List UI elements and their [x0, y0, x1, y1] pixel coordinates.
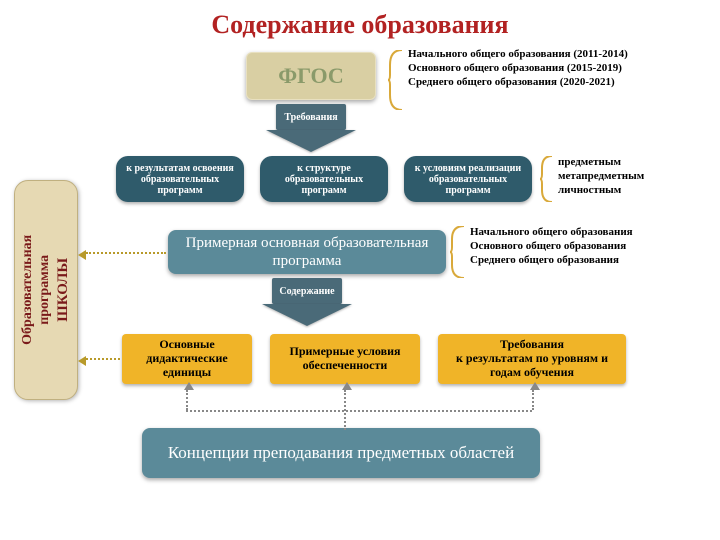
sidebar-school-program: Образовательная программа ШКОЛЫ	[14, 180, 78, 400]
arrow-to-sidebar	[86, 252, 166, 254]
content-conditions: Примерные условия обеспеченности	[270, 334, 420, 384]
requirements-row: к результатам освоения образовательных п…	[116, 156, 532, 202]
arrow-label: Требования	[276, 104, 346, 130]
note-competencies: предметнымметапредметнымличностным	[558, 156, 644, 197]
req-results: к результатам освоения образовательных п…	[116, 156, 244, 202]
arrow-label: Содержание	[272, 278, 342, 304]
bracket-icon	[450, 226, 466, 278]
sidebar-label: Образовательная программа ШКОЛЫ	[20, 235, 72, 345]
bracket-icon	[540, 156, 554, 202]
req-conditions: к условиям реализации образовательных пр…	[404, 156, 532, 202]
note-program-levels: Начального общего образованияОсновного о…	[470, 226, 633, 267]
arrow-requirements: Требования	[266, 104, 356, 152]
content-requirements: Требованияк результатам по уровням и год…	[438, 334, 626, 384]
connector-line	[186, 410, 532, 412]
arrow-up-1	[186, 390, 188, 410]
content-didactic: Основные дидактические единицы	[122, 334, 252, 384]
fgos-box: ФГОС	[246, 52, 376, 100]
arrow-content: Содержание	[262, 278, 352, 326]
req-structure: к структуре образовательных программ	[260, 156, 388, 202]
sample-program-box: Примерная основная образовательная прогр…	[168, 230, 446, 274]
arrow-to-sidebar-2	[86, 358, 120, 360]
arrow-up-3	[532, 390, 534, 410]
concepts-box: Концепции преподавания предметных област…	[142, 428, 540, 478]
page-title: Содержание образования	[0, 10, 720, 40]
bracket-icon	[388, 50, 404, 110]
arrow-up-2	[344, 390, 346, 430]
note-fgos-levels: Начального общего образования (2011-2014…	[408, 48, 708, 89]
content-row: Основные дидактические единицы Примерные…	[122, 334, 626, 384]
